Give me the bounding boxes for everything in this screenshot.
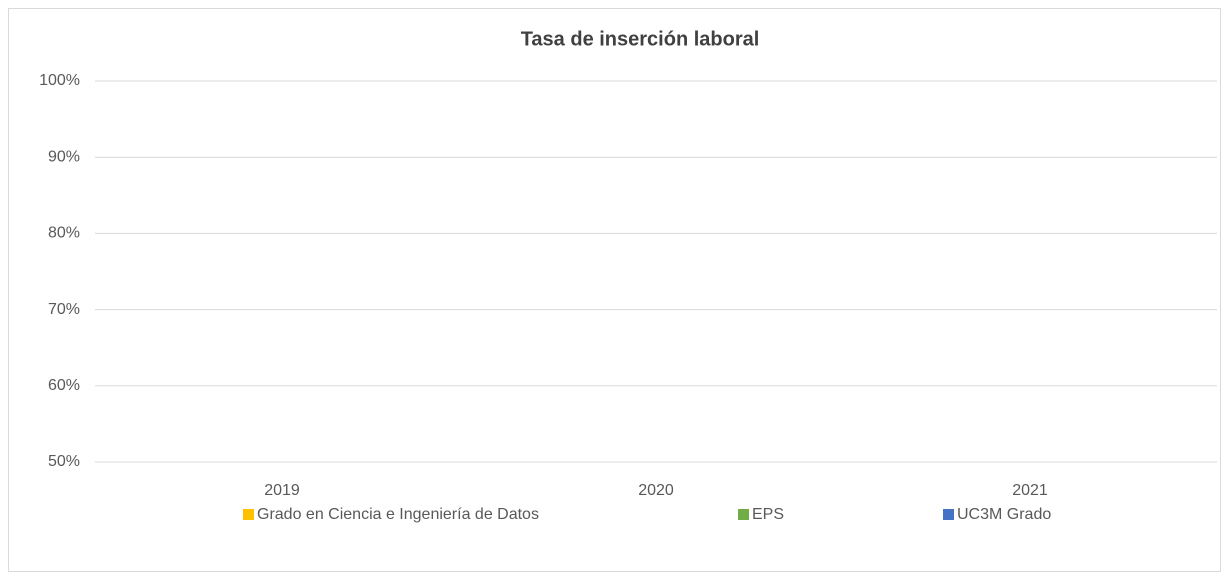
chart-title: Tasa de inserción laboral — [521, 28, 760, 50]
legend-label: Grado en Ciencia e Ingeniería de Datos — [257, 506, 539, 523]
y-tick-label: 60% — [48, 377, 80, 394]
x-tick-label: 2020 — [638, 482, 674, 499]
y-tick-label: 100% — [39, 72, 80, 89]
legend-label: EPS — [752, 506, 784, 523]
legend-swatch — [943, 509, 954, 520]
y-tick-label: 70% — [48, 301, 80, 318]
y-tick-label: 80% — [48, 225, 80, 242]
legend-swatch — [243, 509, 254, 520]
legend-label: UC3M Grado — [957, 506, 1051, 523]
y-tick-label: 50% — [48, 453, 80, 470]
x-tick-label: 2019 — [264, 482, 300, 499]
x-tick-label: 2021 — [1012, 482, 1048, 499]
chart-border — [8, 8, 1221, 572]
y-tick-label: 90% — [48, 148, 80, 165]
legend-swatch — [738, 509, 749, 520]
